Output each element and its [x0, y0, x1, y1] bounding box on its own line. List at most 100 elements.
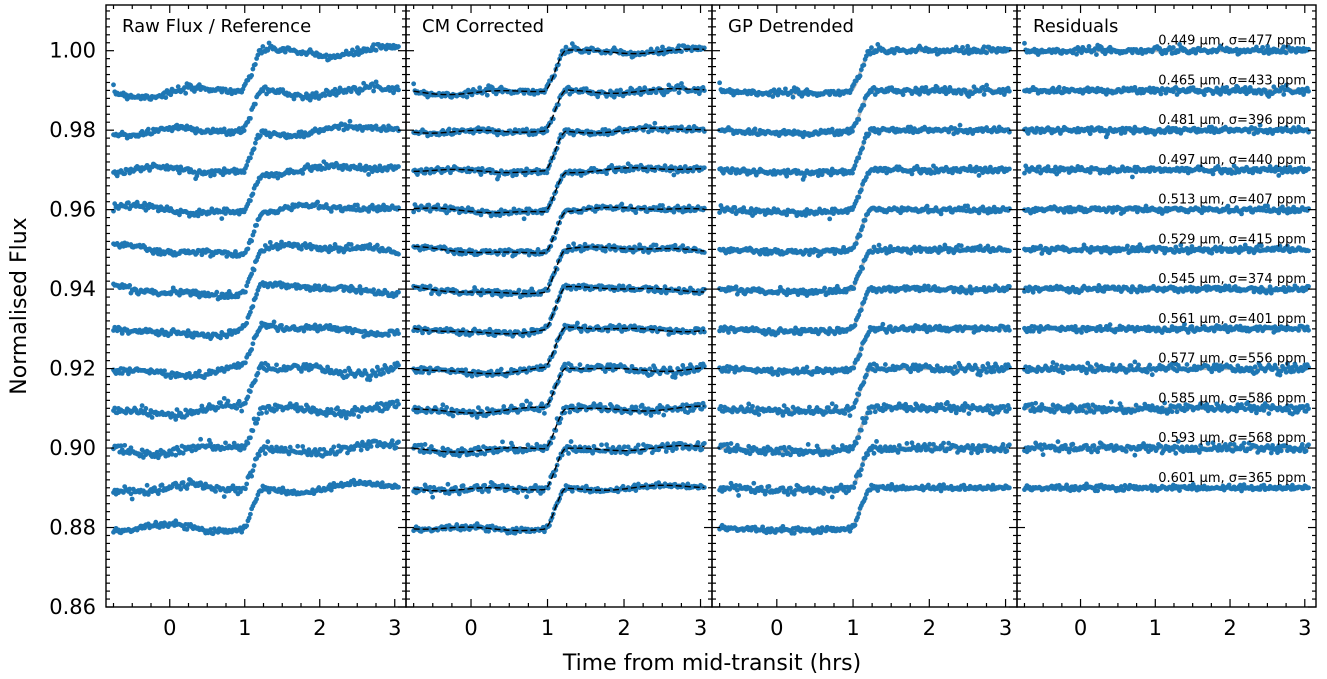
- data-point: [342, 368, 348, 374]
- y-tick-label: 0.86: [49, 595, 96, 619]
- data-point: [317, 446, 323, 452]
- data-point: [618, 87, 623, 93]
- data-point: [396, 164, 401, 169]
- data-point: [250, 428, 256, 434]
- data-point: [172, 413, 177, 419]
- data-point: [555, 62, 561, 68]
- data-point: [528, 401, 533, 407]
- data-point: [147, 411, 152, 417]
- data-point: [185, 482, 191, 487]
- data-point: [184, 527, 190, 532]
- data-point: [128, 491, 134, 497]
- data-point: [250, 341, 256, 347]
- data-point: [364, 446, 370, 452]
- data-point: [360, 439, 365, 445]
- data-point: [604, 171, 609, 177]
- x-tick-label: 1: [238, 616, 251, 640]
- data-point: [248, 309, 253, 315]
- data-point: [331, 444, 337, 450]
- data-point: [299, 368, 304, 374]
- data-point: [484, 92, 490, 98]
- data-point: [254, 420, 260, 426]
- data-point: [221, 395, 227, 401]
- data-point: [544, 170, 550, 176]
- data-point: [245, 440, 251, 446]
- data-point: [393, 445, 399, 451]
- data-point: [619, 201, 625, 207]
- data-point: [299, 246, 304, 252]
- data-point: [118, 443, 124, 449]
- data-point: [396, 251, 401, 257]
- series-0.593-um: [111, 438, 401, 502]
- data-point: [139, 403, 145, 409]
- data-point: [350, 47, 355, 53]
- data-point: [231, 440, 237, 446]
- data-point: [577, 362, 583, 368]
- data-point: [427, 283, 433, 289]
- data-point: [386, 333, 391, 338]
- data-point: [544, 128, 550, 134]
- data-point: [374, 242, 380, 248]
- series-0.481-um: [111, 118, 401, 182]
- data-point: [244, 523, 250, 529]
- data-point: [679, 81, 684, 86]
- data-point: [308, 409, 314, 415]
- data-point: [252, 140, 258, 146]
- data-point: [347, 288, 353, 294]
- data-point: [680, 243, 686, 249]
- data-point: [236, 126, 242, 131]
- data-point: [300, 444, 306, 449]
- data-point: [260, 44, 266, 49]
- y-tick-label: 1.00: [49, 39, 96, 63]
- data-point: [336, 443, 342, 449]
- data-point: [208, 441, 213, 446]
- data-point: [239, 408, 245, 414]
- data-point: [369, 169, 375, 175]
- data-point: [498, 366, 504, 372]
- data-point: [180, 450, 186, 456]
- data-point: [411, 81, 417, 87]
- data-point: [291, 96, 297, 102]
- data-point: [128, 445, 134, 451]
- panel-1-plot-area: [111, 40, 401, 537]
- data-point: [381, 370, 386, 376]
- data-point: [368, 443, 374, 449]
- data-point: [357, 443, 363, 449]
- data-point: [557, 294, 563, 299]
- data-point: [111, 82, 116, 88]
- data-point: [555, 102, 561, 108]
- data-point: [255, 370, 261, 376]
- data-point: [244, 320, 250, 326]
- data-point: [308, 95, 314, 100]
- data-point: [249, 347, 255, 352]
- data-point: [475, 125, 481, 131]
- data-point: [114, 173, 120, 179]
- data-point: [149, 414, 155, 420]
- data-point: [252, 295, 258, 301]
- data-point: [371, 287, 377, 293]
- y-tick-label: 0.90: [49, 436, 96, 460]
- data-point: [266, 40, 272, 46]
- data-point: [250, 304, 256, 309]
- data-point: [279, 322, 284, 328]
- data-point: [396, 331, 401, 336]
- data-point: [389, 438, 395, 444]
- data-point: [188, 292, 194, 298]
- data-point: [366, 172, 372, 177]
- data-point: [396, 289, 401, 295]
- data-point: [250, 468, 256, 473]
- data-point: [542, 410, 547, 416]
- data-point: [243, 486, 248, 492]
- data-point: [248, 115, 253, 121]
- data-point: [174, 407, 180, 413]
- data-point: [356, 414, 362, 419]
- data-point: [371, 88, 377, 94]
- data-point: [371, 42, 377, 48]
- data-point: [701, 329, 707, 335]
- data-point: [248, 198, 253, 204]
- data-point: [300, 171, 306, 176]
- data-point: [373, 373, 379, 379]
- data-point: [575, 320, 580, 326]
- data-point: [595, 94, 601, 100]
